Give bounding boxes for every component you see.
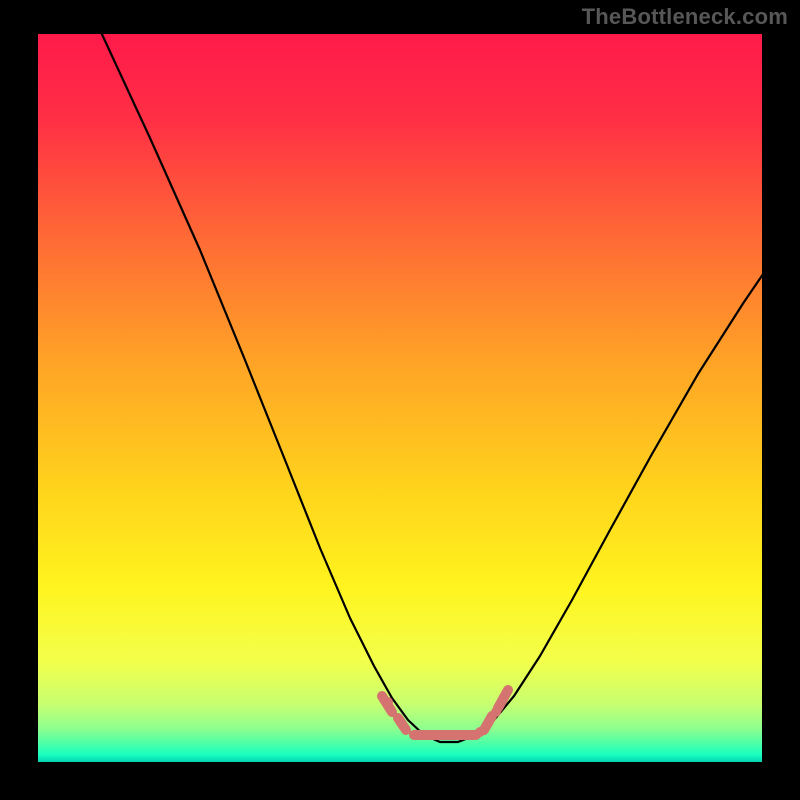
plot-area — [30, 30, 770, 770]
bottleneck-curve — [30, 30, 770, 770]
watermark-text: TheBottleneck.com — [582, 4, 788, 30]
